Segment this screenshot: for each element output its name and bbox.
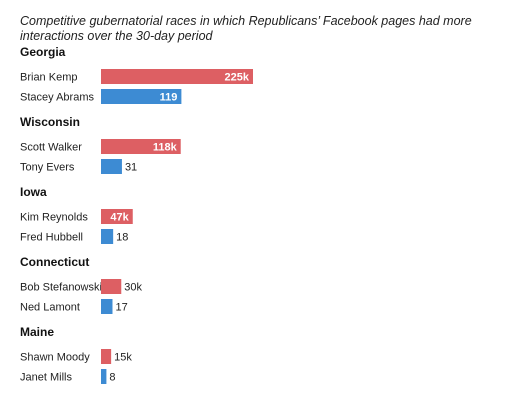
bar-democrat xyxy=(101,299,113,314)
value-label: 225k xyxy=(225,72,250,84)
candidate-label: Tony Evers xyxy=(20,162,75,174)
bar-republican xyxy=(101,279,122,294)
state-label: Wisconsin xyxy=(20,115,80,129)
value-label: 47k xyxy=(110,212,129,224)
state-label: Connecticut xyxy=(20,255,89,269)
value-label: 30k xyxy=(124,282,142,294)
value-label: 119 xyxy=(160,92,178,104)
bar-republican xyxy=(101,69,253,84)
candidate-label: Brian Kemp xyxy=(20,72,77,84)
bar-republican xyxy=(101,139,181,154)
chart-title: Competitive gubernatorial races in which… xyxy=(20,14,472,43)
value-label: 18 xyxy=(116,232,128,244)
candidate-label: Bob Stefanowski xyxy=(20,282,102,294)
value-label: 118k xyxy=(153,142,178,154)
candidate-label: Fred Hubbell xyxy=(20,232,83,244)
value-label: 15k xyxy=(114,352,132,364)
value-label: 17 xyxy=(115,302,127,314)
bar-democrat xyxy=(101,369,107,384)
candidate-label: Ned Lamont xyxy=(20,302,80,314)
bar-republican xyxy=(101,349,112,364)
value-label: 31 xyxy=(125,162,137,174)
state-label: Georgia xyxy=(20,45,66,59)
bar-democrat xyxy=(101,229,114,244)
bar-democrat xyxy=(101,89,182,104)
state-label: Maine xyxy=(20,325,54,339)
candidate-label: Scott Walker xyxy=(20,142,82,154)
candidate-label: Kim Reynolds xyxy=(20,212,88,224)
bar-democrat xyxy=(101,159,122,174)
bar-republican xyxy=(101,209,133,224)
candidate-label: Stacey Abrams xyxy=(20,92,94,104)
value-label: 8 xyxy=(109,372,115,384)
candidate-label: Janet Mills xyxy=(20,372,72,384)
state-label: Iowa xyxy=(20,185,47,199)
candidate-label: Shawn Moody xyxy=(20,352,90,364)
